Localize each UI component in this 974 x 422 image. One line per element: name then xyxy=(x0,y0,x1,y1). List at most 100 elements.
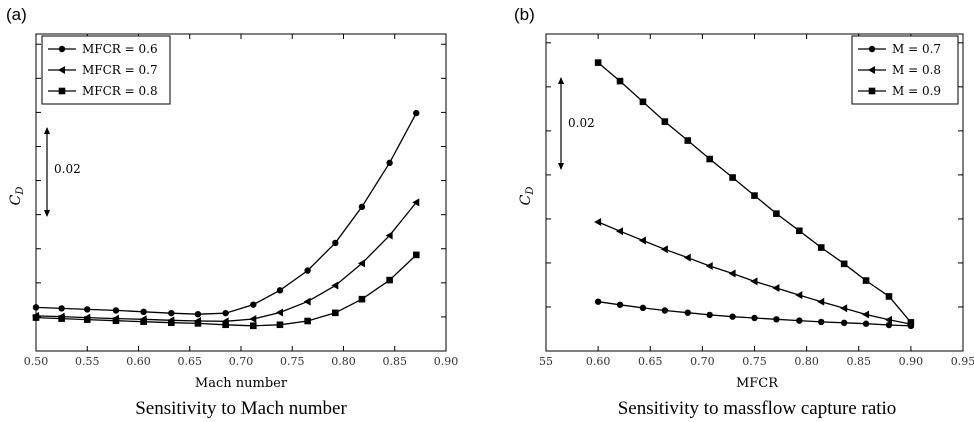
panel-b-series-2-point xyxy=(616,227,624,236)
panel-a-series-3-point xyxy=(358,295,366,303)
panel-b-caption: Sensitivity to massflow capture ratio xyxy=(618,398,897,419)
panel-b-series-1-point xyxy=(616,301,624,308)
panel-a-ylabel: CD xyxy=(8,187,26,206)
panel-a-letter: (a) xyxy=(6,5,27,24)
panel-a-xtick-label: 0.55 xyxy=(75,355,100,368)
panel-b-xtick-label: 0.85 xyxy=(847,355,872,368)
panel-a-xtick-label: 0.60 xyxy=(126,355,151,368)
panel-b-series-3-point xyxy=(594,59,602,66)
panel-a-series-2-line xyxy=(35,201,417,322)
panel-b-series-1-point xyxy=(751,314,758,322)
panel-a-xtick-label: 0.80 xyxy=(331,355,356,368)
panel-a-series-2-point xyxy=(331,281,339,290)
panel-b-scale-bar: 0.02 xyxy=(558,77,595,170)
panel-a-series-3 xyxy=(32,251,420,330)
panel-a-series-3-point xyxy=(250,322,257,330)
panel-a-series-1-point xyxy=(276,287,284,294)
panel-b-legend: M = 0.7 M = 0.8 M = 0.9 xyxy=(851,35,959,105)
panel-a-series-3-point xyxy=(332,309,339,317)
panel-b-series-3-point xyxy=(661,118,669,125)
panel-a-series-1-point xyxy=(358,203,366,211)
panel-a-series-3-point xyxy=(168,319,175,327)
panel-b-xtick-label: 0.90 xyxy=(899,355,924,368)
panel-a-series-1-line xyxy=(35,112,417,315)
panel-b-scale-label: 0.02 xyxy=(568,116,595,130)
panel-a-xtick-label: 0.90 xyxy=(434,355,459,368)
panel-b-series-3-point xyxy=(907,319,915,326)
panel-b-chart: MFCR CD 0.02 55 0.60 0.65 0.70 0.75 0.80 0.85 0… xyxy=(518,33,974,391)
panel-a-series-3-point xyxy=(194,320,202,327)
panel-a-series-3-point xyxy=(58,315,65,322)
panel-b-xtick-label: 0.95 xyxy=(951,355,974,368)
panel-b-series-2-point xyxy=(638,236,646,245)
panel-a-series-3-point xyxy=(83,316,91,323)
panel-b-series-1-point xyxy=(639,304,647,312)
panel-b-xtick-label: 0.65 xyxy=(638,355,663,368)
panel-b-legend-marker-3 xyxy=(868,87,876,95)
panel-b-series-2-point xyxy=(817,297,825,306)
panel-a-xtick-label: 0.75 xyxy=(280,355,305,368)
panel-b-legend-marker-1 xyxy=(868,45,876,53)
panel-b-series-1-point xyxy=(840,319,848,327)
panel-b-legend-label-1: M = 0.7 xyxy=(892,42,941,56)
panel-a-series-3-point xyxy=(412,251,420,259)
panel-b-series-3-point xyxy=(885,293,893,300)
panel-a-series-1-point xyxy=(194,310,202,318)
panel-a-series-3-point xyxy=(112,317,120,324)
panel-a-legend-marker-2 xyxy=(58,66,65,74)
panel-a-xtick-label: 0.50 xyxy=(24,355,49,368)
panel-a-series-3-point xyxy=(304,317,311,325)
panel-a-xtick-label: 0.85 xyxy=(383,355,408,368)
panel-a-series-1-point xyxy=(112,307,120,314)
panel-b-series-1-point xyxy=(729,313,736,320)
panel-b-series-2 xyxy=(594,217,914,329)
panel-b-series-3-point xyxy=(840,260,848,268)
panel-a-series-1-point xyxy=(84,306,91,313)
panel-b-series-2-point xyxy=(840,304,848,313)
panel-a-series-3-point xyxy=(32,314,40,321)
panel-b-series-3-point xyxy=(817,244,825,251)
panel-b-legend-label-3: M = 0.9 xyxy=(892,84,941,98)
panel-b-series-1-point xyxy=(773,316,780,323)
panel-b-series-2-point xyxy=(660,245,668,254)
panel-a-series-1-point xyxy=(222,309,229,317)
panel-b-series-3-point xyxy=(684,137,692,144)
panel-b-series-2-point xyxy=(683,253,691,262)
panel-b-series-3-point xyxy=(773,210,780,217)
panel-a-series-1-point xyxy=(304,267,311,274)
panel-b-series-3-point xyxy=(862,277,870,284)
panel-a-series-1-point xyxy=(58,305,65,312)
panel-b-series-2-point xyxy=(705,262,713,271)
panel-a-caption: Sensitivity to Mach number xyxy=(135,398,347,419)
panel-a-series-2-point xyxy=(385,231,393,240)
panel-a-series-2-point xyxy=(249,314,257,323)
panel-b-series-3 xyxy=(594,59,915,326)
panel-b-xtick-label: 0.60 xyxy=(586,355,611,368)
panel-b-xlabel: MFCR xyxy=(736,376,779,391)
panel-b-xtick-label: 0.80 xyxy=(794,355,819,368)
panel-a-series-2-point xyxy=(275,308,283,317)
panel-a-series-1-point xyxy=(413,109,420,117)
panel-a-series-1-point xyxy=(168,309,175,317)
panel-b-xtick-label: 0.70 xyxy=(690,355,715,368)
panel-a-series-3-point xyxy=(386,276,393,284)
panel-a-legend-label-3: MFCR = 0.8 xyxy=(82,84,158,98)
panel-b-series-2-point xyxy=(862,310,870,319)
panel-b-letter: (b) xyxy=(514,5,535,24)
panel-a-series-2-point xyxy=(303,297,311,306)
panel-b-series-1-point xyxy=(661,307,669,314)
panel-a-series-2-point xyxy=(357,259,365,268)
panel-b-series-1-point xyxy=(684,309,691,316)
panel-a-legend-label-2: MFCR = 0.7 xyxy=(82,63,158,77)
panel-a-legend-marker-1 xyxy=(58,45,66,53)
panel-b-legend-label-2: M = 0.8 xyxy=(892,63,941,77)
panel-a-xtick-label: 0.70 xyxy=(229,355,254,368)
panel-b-series-1-point xyxy=(862,320,870,327)
panel-b-series-2-point xyxy=(884,315,892,324)
panel-b-series-3-point xyxy=(616,77,624,85)
panel-b-ylabel: CD xyxy=(518,187,536,206)
panel-b-series-1-point xyxy=(796,317,803,324)
panel-b-series-2-point xyxy=(728,269,736,278)
panel-b-series-3-point xyxy=(796,227,803,235)
panel-a-series-2-point xyxy=(412,198,420,207)
